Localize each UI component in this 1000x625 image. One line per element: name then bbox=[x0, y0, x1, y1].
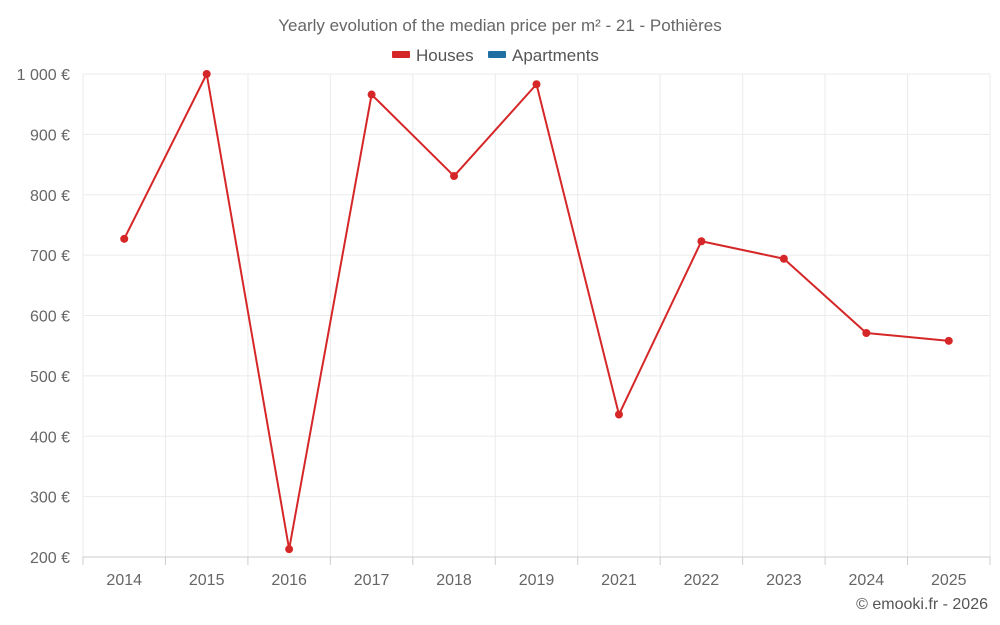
y-tick-label: 600 € bbox=[30, 309, 70, 326]
y-tick-label: 300 € bbox=[30, 490, 70, 507]
y-tick-label: 400 € bbox=[30, 429, 70, 446]
houses-point-2019[interactable] bbox=[532, 80, 541, 89]
y-tick-label: 800 € bbox=[30, 188, 70, 205]
houses-point-2023[interactable] bbox=[779, 254, 788, 263]
y-gridlines bbox=[83, 73, 990, 498]
houses-point-2015[interactable] bbox=[202, 70, 211, 78]
y-tick-label: 500 € bbox=[30, 369, 70, 386]
legend-item-apartments[interactable]: Apartments bbox=[488, 46, 599, 65]
chart-title: Yearly evolution of the median price per… bbox=[278, 16, 722, 35]
houses-point-2024[interactable] bbox=[862, 329, 871, 338]
x-tick-label: 2016 bbox=[271, 572, 307, 589]
y-axis-ticks: 200 € 300 € 400 € 500 € 600 € 700 € 800 € 900 €… bbox=[17, 67, 70, 567]
x-tick-label: 2014 bbox=[106, 572, 142, 589]
y-tick-label: 900 € bbox=[30, 127, 70, 144]
x-tick-label: 2019 bbox=[519, 572, 555, 589]
legend-item-houses[interactable]: Houses bbox=[392, 46, 474, 65]
y-tick-label: 700 € bbox=[30, 248, 70, 265]
houses-point-2014[interactable] bbox=[120, 234, 129, 243]
houses-point-2017[interactable] bbox=[367, 90, 376, 99]
credit-text: © emooki.fr - 2026 bbox=[856, 596, 988, 613]
series-houses bbox=[120, 70, 953, 554]
houses-point-2021[interactable] bbox=[614, 410, 623, 419]
x-tick-label: 2025 bbox=[931, 572, 967, 589]
legend-swatch-apartments bbox=[488, 51, 506, 58]
x-tick-label: 2017 bbox=[354, 572, 390, 589]
houses-point-2025[interactable] bbox=[944, 336, 953, 345]
x-tick-label: 2021 bbox=[601, 572, 637, 589]
x-tick-label: 2024 bbox=[849, 572, 885, 589]
y-tick-label: 200 € bbox=[30, 550, 70, 567]
x-tick-label: 2023 bbox=[766, 572, 802, 589]
x-gridlines bbox=[82, 74, 991, 557]
x-tick-label: 2022 bbox=[684, 572, 720, 589]
x-tick-label: 2015 bbox=[189, 572, 225, 589]
legend-label-apartments: Apartments bbox=[512, 46, 599, 65]
legend: Houses Apartments bbox=[392, 46, 599, 65]
legend-label-houses: Houses bbox=[416, 46, 474, 65]
x-tick-label: 2018 bbox=[436, 572, 472, 589]
legend-swatch-houses bbox=[392, 51, 410, 58]
x-axis-ticks: 2014 2015 2016 2017 2018 2019 2021 2022 2023 2024… bbox=[82, 557, 991, 589]
y-tick-label: 1 000 € bbox=[17, 67, 70, 84]
houses-point-2018[interactable] bbox=[450, 172, 459, 181]
houses-point-2016[interactable] bbox=[285, 545, 294, 554]
houses-point-2022[interactable] bbox=[697, 237, 706, 246]
